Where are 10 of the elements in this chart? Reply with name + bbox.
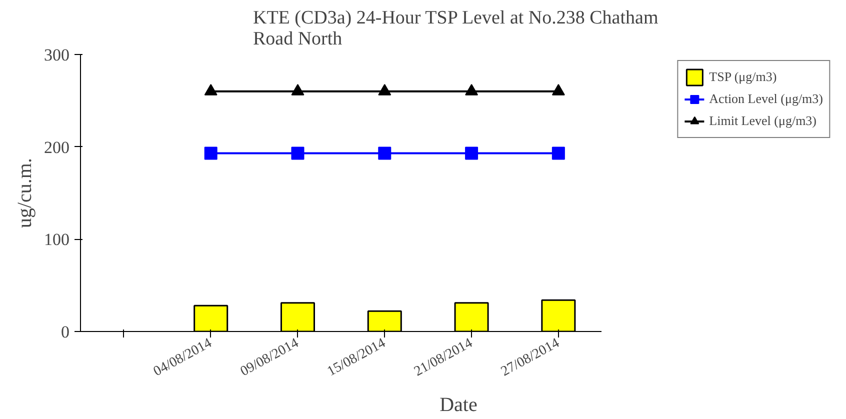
y-axis-title: ug/cu.m. — [14, 158, 36, 228]
y-tick-label: 200 — [44, 138, 70, 157]
x-axis-title: Date — [440, 394, 478, 416]
legend-label: Limit Level (μg/m3) — [709, 113, 817, 129]
y-tick-label: 100 — [44, 230, 70, 250]
legend-label: TSP (μg/m3) — [709, 69, 777, 85]
y-tick-label: 300 — [44, 46, 70, 64]
legend-label: Action Level (μg/m3) — [709, 91, 823, 107]
y-tick-label: 0 — [61, 322, 70, 342]
chart-title: KTE (CD3a) 24-Hour TSP Level at No.238 Chatham Road North — [252, 8, 658, 50]
